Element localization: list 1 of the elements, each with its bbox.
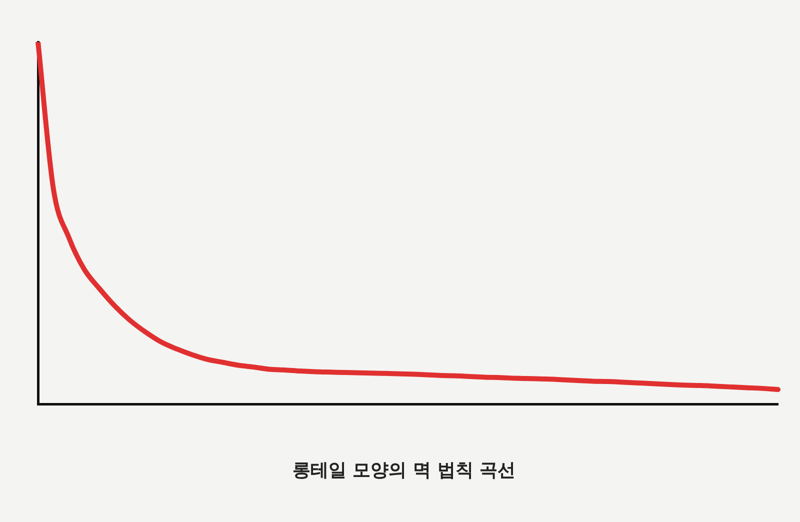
text: 롱테일 모양의 멱 법칙 곡선: [292, 460, 516, 481]
